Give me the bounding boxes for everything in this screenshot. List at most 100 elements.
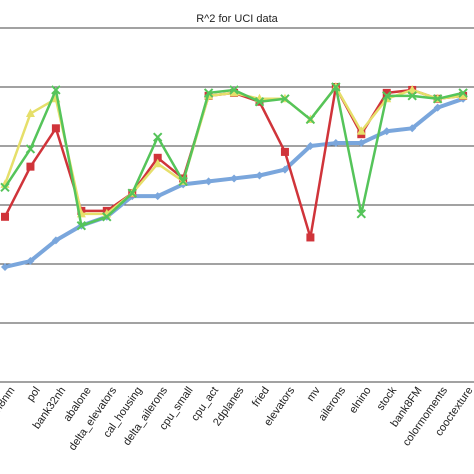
point: [305, 114, 316, 125]
marker: [408, 124, 417, 133]
marker: [306, 233, 315, 242]
point: [1, 212, 9, 221]
point: [51, 85, 61, 95]
x-tick-label: mv: [305, 384, 324, 403]
point: [356, 126, 366, 135]
point: [1, 262, 9, 271]
point: [26, 162, 35, 171]
x-tick-label: stock: [375, 384, 400, 412]
x-tick-label: pol: [25, 385, 43, 404]
marker: [356, 209, 367, 219]
marker: [254, 97, 265, 107]
point: [153, 192, 162, 201]
marker: [280, 94, 290, 104]
marker: [51, 85, 61, 95]
point: [382, 91, 392, 101]
point: [153, 158, 163, 168]
marker: [1, 212, 9, 221]
marker: [51, 236, 60, 245]
marker: [0, 182, 10, 193]
chart-title: R^2 for UCI data: [196, 13, 278, 25]
marker: [153, 153, 162, 162]
point: [51, 124, 60, 133]
marker: [356, 126, 366, 135]
marker: [1, 262, 9, 271]
point: [356, 209, 367, 219]
marker: [51, 124, 60, 133]
series-line: [3, 85, 464, 239]
marker: [432, 94, 443, 104]
marker: [331, 82, 341, 92]
point: [51, 236, 60, 245]
point: [230, 174, 239, 183]
marker: [407, 84, 417, 94]
point: [432, 94, 443, 104]
point: [254, 97, 265, 107]
point: [76, 220, 87, 231]
point: [458, 90, 468, 100]
marker: [153, 192, 162, 201]
marker: [229, 87, 239, 97]
point: [408, 124, 417, 133]
marker: [280, 165, 289, 174]
point: [178, 176, 188, 187]
point: [152, 132, 163, 142]
point: [357, 139, 366, 148]
point: [382, 127, 391, 136]
marker: [255, 171, 264, 180]
x-tick-label: kin8nm: [0, 385, 17, 421]
marker: [76, 220, 87, 231]
point: [25, 108, 35, 118]
point: [127, 188, 137, 198]
marker: [305, 114, 316, 125]
point: [382, 88, 391, 97]
point: [229, 85, 239, 95]
point: [280, 147, 289, 156]
point: [204, 177, 213, 186]
marker: [357, 139, 366, 148]
point: [407, 91, 417, 101]
point: [306, 233, 315, 242]
point: [458, 88, 468, 98]
marker: [382, 88, 391, 97]
point: [407, 84, 417, 94]
point: [26, 257, 35, 266]
point: [306, 142, 315, 150]
x-tick-label: elnino: [347, 385, 374, 416]
marker: [230, 174, 239, 183]
series-line: [3, 85, 464, 216]
marker: [153, 158, 163, 168]
point: [255, 171, 264, 180]
marker: [178, 176, 188, 187]
point: [331, 139, 340, 148]
point: [0, 182, 10, 193]
marker: [203, 88, 214, 98]
marker: [433, 103, 442, 112]
x-tick-label: fried: [250, 385, 272, 409]
point: [280, 94, 290, 104]
marker: [26, 257, 35, 266]
marker: [407, 91, 417, 101]
point: [203, 88, 214, 98]
marker: [382, 91, 392, 101]
marker: [127, 188, 137, 198]
marker: [152, 132, 163, 142]
point: [280, 165, 289, 174]
marker: [102, 212, 112, 222]
marker: [204, 177, 213, 186]
point: [229, 87, 239, 97]
marker: [280, 147, 289, 156]
point: [153, 153, 162, 162]
marker: [26, 162, 35, 171]
point: [433, 103, 442, 112]
marker: [458, 88, 468, 98]
marker: [382, 127, 391, 136]
marker: [306, 142, 315, 150]
point: [25, 144, 36, 154]
x-tick-label: ailerons: [316, 384, 348, 423]
point: [102, 212, 112, 222]
marker: [331, 139, 340, 148]
marker: [458, 90, 468, 100]
point: [331, 82, 341, 92]
